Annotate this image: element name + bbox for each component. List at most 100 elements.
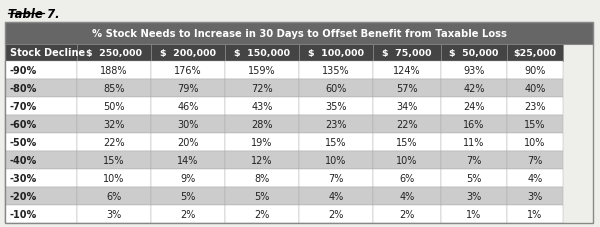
Bar: [77, 187, 151, 205]
Text: $  75,000: $ 75,000: [382, 49, 432, 58]
Bar: [5, 205, 77, 223]
Bar: [151, 187, 225, 205]
Text: 60%: 60%: [325, 84, 347, 94]
Text: 35%: 35%: [325, 101, 347, 111]
Bar: [299, 205, 373, 223]
Bar: [225, 187, 299, 205]
Text: 57%: 57%: [396, 84, 418, 94]
Text: 6%: 6%: [400, 173, 415, 183]
Text: 3%: 3%: [527, 191, 542, 201]
Bar: [151, 62, 225, 80]
Bar: [225, 205, 299, 223]
Text: 2%: 2%: [181, 209, 196, 219]
Text: 23%: 23%: [524, 101, 546, 111]
Bar: [225, 151, 299, 169]
Bar: [151, 133, 225, 151]
Bar: [373, 205, 441, 223]
Text: 10%: 10%: [524, 137, 545, 147]
Bar: [151, 151, 225, 169]
Text: 188%: 188%: [100, 66, 128, 76]
Bar: [77, 116, 151, 133]
Text: -80%: -80%: [10, 84, 37, 94]
Bar: [151, 205, 225, 223]
Text: 4%: 4%: [400, 191, 415, 201]
Text: 7%: 7%: [466, 155, 482, 165]
Text: 46%: 46%: [178, 101, 199, 111]
Bar: [373, 116, 441, 133]
Bar: [77, 45, 151, 62]
Bar: [507, 133, 563, 151]
Bar: [441, 98, 507, 116]
Text: -20%: -20%: [10, 191, 37, 201]
Text: 5%: 5%: [181, 191, 196, 201]
Bar: [77, 205, 151, 223]
Text: 72%: 72%: [251, 84, 273, 94]
Text: 6%: 6%: [106, 191, 122, 201]
Bar: [507, 62, 563, 80]
Text: 10%: 10%: [103, 173, 125, 183]
Text: 15%: 15%: [325, 137, 347, 147]
Text: 15%: 15%: [524, 119, 546, 129]
Text: 4%: 4%: [328, 191, 344, 201]
Bar: [373, 98, 441, 116]
Text: 32%: 32%: [103, 119, 125, 129]
Bar: [225, 98, 299, 116]
Bar: [373, 187, 441, 205]
Text: 5%: 5%: [466, 173, 482, 183]
Text: 34%: 34%: [397, 101, 418, 111]
Bar: [299, 116, 373, 133]
Text: 2%: 2%: [400, 209, 415, 219]
Bar: [373, 62, 441, 80]
Bar: [5, 151, 77, 169]
Text: 11%: 11%: [463, 137, 485, 147]
Bar: [225, 169, 299, 187]
Bar: [77, 98, 151, 116]
Text: 40%: 40%: [524, 84, 545, 94]
Text: 19%: 19%: [251, 137, 272, 147]
Bar: [5, 133, 77, 151]
Text: 16%: 16%: [463, 119, 485, 129]
Text: 20%: 20%: [177, 137, 199, 147]
Text: 22%: 22%: [103, 137, 125, 147]
Bar: [441, 62, 507, 80]
Bar: [225, 62, 299, 80]
Bar: [299, 98, 373, 116]
Text: 135%: 135%: [322, 66, 350, 76]
Text: 79%: 79%: [177, 84, 199, 94]
Bar: [5, 62, 77, 80]
Bar: [299, 62, 373, 80]
Text: 159%: 159%: [248, 66, 276, 76]
Bar: [507, 80, 563, 98]
Bar: [225, 133, 299, 151]
Text: 93%: 93%: [463, 66, 485, 76]
Text: 7%: 7%: [527, 155, 542, 165]
Text: 90%: 90%: [524, 66, 545, 76]
Bar: [441, 151, 507, 169]
Text: $  100,000: $ 100,000: [308, 49, 364, 58]
Text: 22%: 22%: [396, 119, 418, 129]
Bar: [299, 45, 373, 62]
Text: 1%: 1%: [527, 209, 542, 219]
Bar: [77, 169, 151, 187]
Bar: [441, 187, 507, 205]
Bar: [151, 45, 225, 62]
Text: 3%: 3%: [106, 209, 122, 219]
Bar: [507, 151, 563, 169]
Text: 124%: 124%: [393, 66, 421, 76]
Text: -90%: -90%: [10, 66, 37, 76]
Bar: [373, 80, 441, 98]
Text: 2%: 2%: [254, 209, 269, 219]
Text: 10%: 10%: [397, 155, 418, 165]
Bar: [441, 133, 507, 151]
Text: -30%: -30%: [10, 173, 37, 183]
Bar: [299, 80, 373, 98]
Text: 14%: 14%: [178, 155, 199, 165]
Bar: [225, 80, 299, 98]
Text: 3%: 3%: [466, 191, 482, 201]
Text: 15%: 15%: [396, 137, 418, 147]
Bar: [5, 116, 77, 133]
Text: $  50,000: $ 50,000: [449, 49, 499, 58]
Text: 28%: 28%: [251, 119, 273, 129]
Text: 8%: 8%: [254, 173, 269, 183]
Text: 50%: 50%: [103, 101, 125, 111]
